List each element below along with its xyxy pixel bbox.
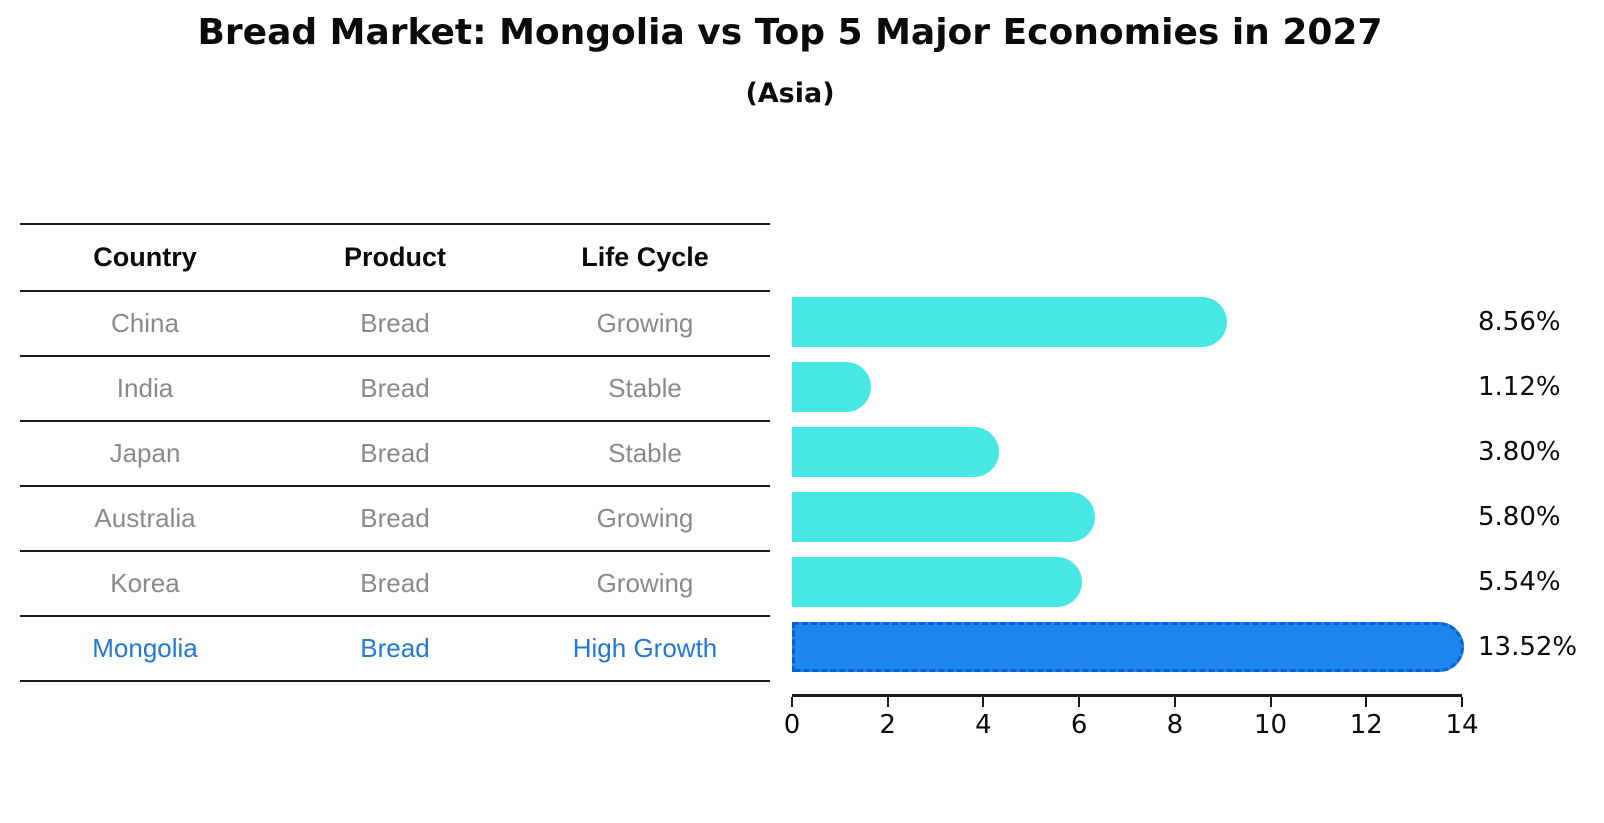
table-row: China Bread Growing <box>20 292 770 357</box>
x-tick-label: 8 <box>1166 710 1184 740</box>
bar-china <box>792 296 1227 347</box>
x-tick <box>982 697 985 707</box>
cell-country: Australia <box>94 503 196 533</box>
chart-subtitle: (Asia) <box>745 78 835 109</box>
cell-life-cycle: Growing <box>596 503 694 533</box>
x-tick <box>1269 697 1272 707</box>
bar-korea <box>792 556 1083 607</box>
column-header-country: Country <box>93 242 197 272</box>
x-tick <box>886 697 889 707</box>
table-header-row: Country Product Life Cycle <box>20 225 770 292</box>
x-tick <box>791 697 793 707</box>
cell-product: Bread <box>360 308 430 338</box>
cell-life-cycle: Growing <box>596 568 694 598</box>
x-tick-label: 14 <box>1445 710 1479 740</box>
cell-product: Bread <box>360 373 430 403</box>
cell-product: Bread <box>360 438 430 468</box>
table-row: Australia Bread Growing <box>20 487 770 552</box>
x-tick <box>1461 697 1463 707</box>
x-tick <box>1173 697 1176 707</box>
x-tick <box>1078 697 1081 707</box>
cell-country: Japan <box>109 438 181 468</box>
x-tick <box>1365 697 1368 707</box>
column-header-product: Product <box>343 242 446 272</box>
bar-mongolia <box>792 621 1465 672</box>
table-row: India Bread Stable <box>20 357 770 422</box>
table-row: Mongolia Bread High Growth <box>20 617 770 682</box>
column-header-life-cycle: Life Cycle <box>581 242 709 272</box>
value-label: 1.12% <box>1478 371 1561 402</box>
chart-title: Bread Market: Mongolia vs Top 5 Major Ec… <box>197 12 1383 53</box>
bar-japan <box>792 426 999 477</box>
cell-country: Mongolia <box>92 633 198 663</box>
bar-india <box>792 361 871 412</box>
cell-country: Korea <box>110 568 180 598</box>
cell-life-cycle: Stable <box>608 373 682 403</box>
table-row: Japan Bread Stable <box>20 422 770 487</box>
cell-product: Bread <box>360 568 430 598</box>
value-label: 3.80% <box>1478 436 1561 467</box>
value-label: 5.80% <box>1478 501 1561 532</box>
bar-australia <box>792 491 1095 542</box>
value-label: 5.54% <box>1478 566 1561 597</box>
cell-life-cycle: Stable <box>608 438 682 468</box>
cell-product: Bread <box>360 503 430 533</box>
cell-life-cycle: Growing <box>596 308 694 338</box>
x-tick-label: 0 <box>783 710 801 740</box>
table-row: Korea Bread Growing <box>20 552 770 617</box>
cell-country: India <box>116 373 174 403</box>
x-tick-label: 6 <box>1070 710 1088 740</box>
x-tick-label: 2 <box>879 710 896 740</box>
cell-life-cycle: High Growth <box>572 633 718 663</box>
x-tick-label: 4 <box>975 710 992 740</box>
cell-product: Bread <box>360 633 430 663</box>
x-tick-label: 10 <box>1254 710 1288 740</box>
x-axis-line <box>792 694 1462 697</box>
cell-country: China <box>111 308 179 338</box>
x-tick-label: 12 <box>1349 710 1383 740</box>
value-label: 8.56% <box>1478 306 1561 337</box>
value-label: 13.52% <box>1478 631 1578 662</box>
comparison-table: Country Product Life Cycle China Bread Growin… <box>20 223 770 682</box>
